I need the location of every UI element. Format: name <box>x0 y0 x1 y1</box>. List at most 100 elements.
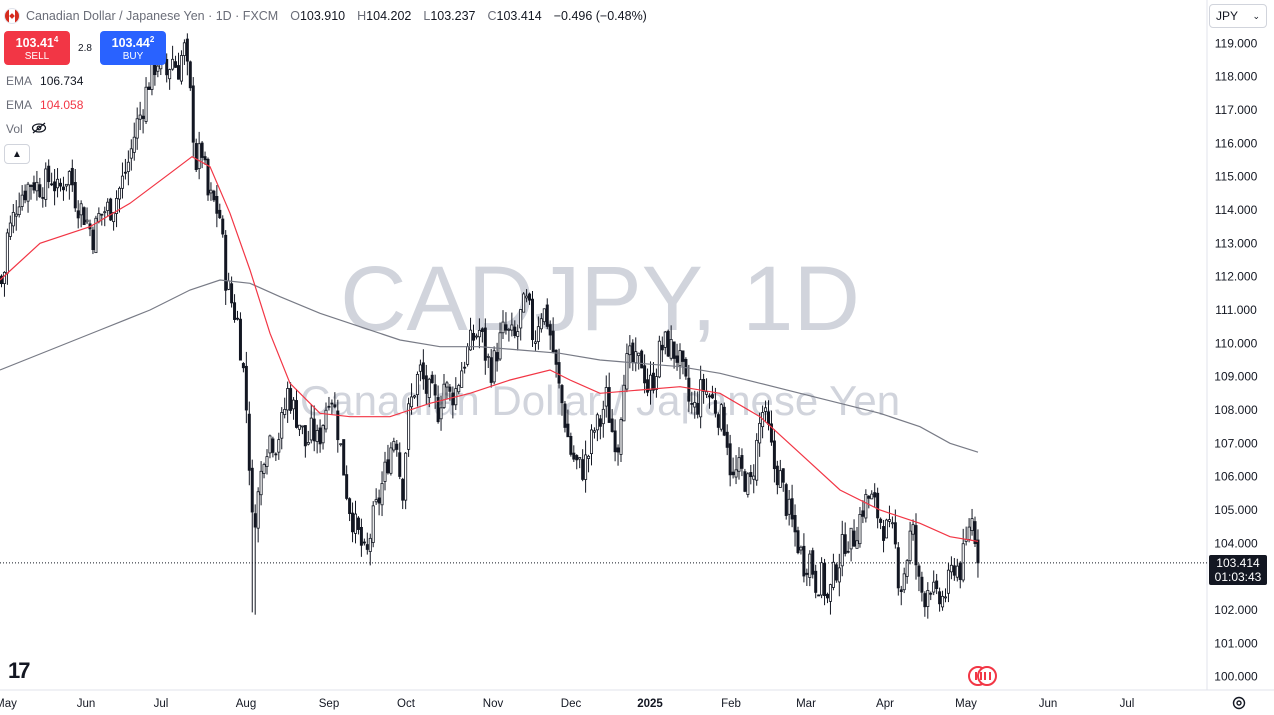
candle <box>268 434 272 459</box>
candle <box>855 527 859 549</box>
candle <box>660 336 664 363</box>
candle <box>528 292 532 305</box>
buy-button[interactable]: 103.442 BUY <box>100 31 166 65</box>
candle <box>867 495 871 509</box>
time-axis[interactable]: May Jun Jul Aug Sep Oct Nov Dec 2025 Feb Mar Apr May… <box>0 698 1134 710</box>
candle <box>439 395 443 431</box>
candle <box>929 591 933 601</box>
price-axis-tick-label: 105.000 <box>1214 503 1258 517</box>
candle <box>221 215 225 238</box>
candle <box>294 389 298 429</box>
ohlc-close: C103.414 <box>487 9 542 23</box>
candle <box>259 461 263 506</box>
candle <box>289 382 293 414</box>
price-axis-tick-label: 101.000 <box>1214 636 1258 650</box>
candle <box>843 522 847 557</box>
eye-off-icon[interactable] <box>31 122 47 134</box>
candle <box>56 168 60 198</box>
indicator-ema-slow[interactable]: EMA 106.734 <box>6 74 83 88</box>
chevron-up-icon: ▲ <box>12 148 22 160</box>
indicator-ema-fast[interactable]: EMA 104.058 <box>6 98 83 112</box>
candle <box>719 403 723 432</box>
candle <box>657 335 661 379</box>
candle <box>887 505 891 528</box>
candle <box>737 447 741 480</box>
candle <box>592 427 596 439</box>
dividend-event-icon[interactable] <box>966 664 1002 688</box>
price-axis-tick-label: 110.000 <box>1215 336 1258 350</box>
time-axis-tick-label: Jun <box>1039 698 1058 710</box>
candle <box>610 409 614 433</box>
time-axis-tick-label: Mar <box>796 698 816 710</box>
candle <box>171 45 175 71</box>
candle <box>123 158 127 180</box>
sell-label: SELL <box>24 50 50 62</box>
symbol-header: Canadian Dollar / Japanese Yen · 1D · FX… <box>4 6 647 26</box>
candle <box>404 451 408 510</box>
currency-select[interactable]: JPY ⌄ <box>1209 4 1267 28</box>
price-change: −0.496 (−0.48%) <box>553 9 647 23</box>
candle <box>858 506 862 548</box>
candle <box>17 192 21 218</box>
candle <box>286 381 290 423</box>
ohlc-open: O103.910 <box>290 9 346 23</box>
ohlc-high: H104.202 <box>357 9 412 23</box>
candle <box>209 182 213 201</box>
candle <box>539 313 543 333</box>
candle <box>831 553 835 591</box>
sell-button[interactable]: 103.414 SELL <box>4 31 70 65</box>
candle <box>306 430 310 446</box>
candle <box>64 183 68 192</box>
candle <box>513 320 517 339</box>
candle <box>103 206 107 227</box>
candle <box>932 570 936 596</box>
candle <box>846 541 850 554</box>
candle <box>958 561 962 589</box>
candle <box>728 434 732 487</box>
candle <box>799 545 803 555</box>
candle <box>392 437 396 453</box>
candle <box>649 361 653 405</box>
candle <box>826 592 830 604</box>
candle <box>29 184 33 200</box>
collapse-legend-button[interactable]: ▲ <box>4 144 30 164</box>
candle <box>604 375 608 418</box>
candle <box>941 590 945 611</box>
candle <box>834 562 838 583</box>
price-axis-tick-label: 115.000 <box>1215 170 1258 184</box>
candle <box>808 550 812 587</box>
candle <box>182 39 186 65</box>
candle <box>908 521 912 565</box>
candle <box>292 397 296 420</box>
buy-label: BUY <box>122 50 144 62</box>
candle <box>893 509 897 549</box>
candle <box>377 489 381 516</box>
candle <box>758 412 762 457</box>
candle <box>469 317 473 351</box>
candle <box>510 312 514 337</box>
candle <box>840 520 844 577</box>
candle <box>94 215 98 254</box>
candle <box>740 448 744 477</box>
candle <box>0 274 3 288</box>
candle <box>70 159 74 192</box>
candle <box>772 429 776 483</box>
symbol-title[interactable]: Canadian Dollar / Japanese Yen · 1D · FX… <box>26 9 279 23</box>
buy-price: 103.44 <box>111 36 150 51</box>
candle <box>401 477 405 510</box>
candle <box>118 186 122 213</box>
candle <box>374 488 378 505</box>
candle <box>852 519 856 547</box>
candle <box>336 399 340 453</box>
candle <box>309 404 313 444</box>
gear-icon[interactable] <box>1231 695 1247 711</box>
indicator-volume[interactable]: Vol <box>6 122 47 136</box>
candle <box>480 327 484 343</box>
candle <box>669 325 673 361</box>
candle <box>67 170 71 200</box>
tradingview-logo-icon[interactable]: 17 <box>8 658 31 683</box>
candle <box>412 394 416 399</box>
spread-value: 2.8 <box>78 42 92 54</box>
candle <box>203 151 207 165</box>
